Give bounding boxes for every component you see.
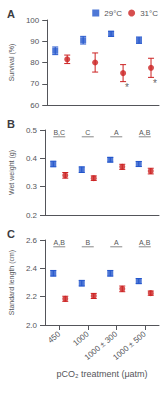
svg-text:A: A: [7, 8, 15, 20]
svg-text:60: 60: [30, 101, 39, 110]
svg-text:1000: 1000: [71, 329, 91, 348]
svg-text:*: *: [153, 78, 157, 89]
svg-text:0.5: 0.5: [26, 126, 38, 135]
svg-text:A,B: A,B: [139, 239, 151, 246]
svg-text:2.4: 2.4: [26, 264, 38, 273]
svg-text:A,B: A,B: [139, 129, 151, 136]
svg-text:B: B: [85, 239, 90, 246]
svg-text:1000 ± 500: 1000 ± 500: [111, 329, 148, 362]
svg-text:Standard length (cm): Standard length (cm): [8, 250, 16, 315]
svg-text:B: B: [7, 118, 15, 130]
svg-text:31°C: 31°C: [140, 9, 158, 18]
svg-text:0.3: 0.3: [26, 182, 38, 191]
svg-text:0.2: 0.2: [26, 211, 38, 220]
svg-text:0.4: 0.4: [26, 154, 38, 163]
svg-text:2.6: 2.6: [26, 236, 38, 245]
svg-text:Survival (%): Survival (%): [8, 44, 16, 82]
svg-text:C: C: [85, 129, 90, 136]
svg-text:1000 ± 300: 1000 ± 300: [82, 329, 120, 363]
svg-text:A: A: [114, 239, 119, 246]
svg-text:C: C: [7, 228, 15, 240]
svg-text:29°C: 29°C: [104, 9, 122, 18]
svg-text:pCO₂ treatment (μatm): pCO₂ treatment (μatm): [56, 369, 147, 379]
svg-text:80: 80: [30, 58, 39, 67]
svg-text:A,B: A,B: [54, 239, 66, 246]
svg-text:Wet weight (g): Wet weight (g): [8, 150, 16, 195]
svg-text:A: A: [114, 129, 119, 136]
svg-text:90: 90: [30, 37, 39, 46]
svg-text:2.0: 2.0: [26, 321, 38, 330]
svg-text:2.2: 2.2: [26, 292, 38, 301]
svg-text:100: 100: [26, 16, 40, 25]
svg-text:*: *: [125, 82, 129, 93]
svg-text:450: 450: [46, 329, 62, 345]
svg-text:70: 70: [30, 79, 39, 88]
svg-text:B,C: B,C: [53, 129, 65, 136]
